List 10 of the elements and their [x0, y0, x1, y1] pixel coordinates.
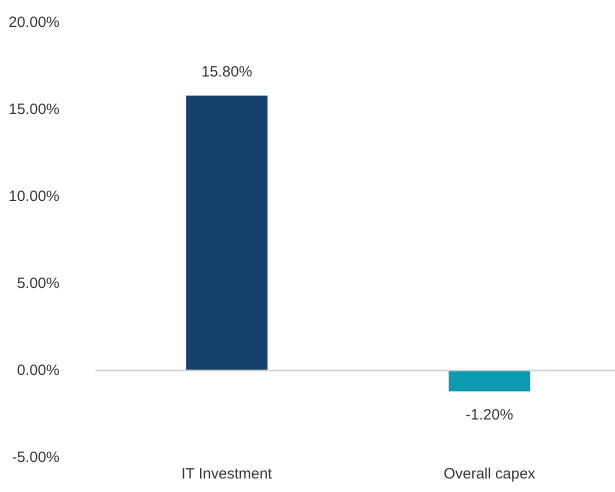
y-tick-label: 0.00%	[16, 362, 60, 379]
x-tick-label: Overall capex	[444, 466, 536, 482]
data-label: -1.20%	[466, 406, 514, 424]
y-tick-label: 5.00%	[16, 275, 60, 292]
y-tick-label: 10.00%	[8, 188, 60, 205]
x-tick-label: IT Investment	[181, 466, 273, 482]
y-tick-label: 20.00%	[8, 14, 60, 31]
data-label: 15.80%	[201, 63, 252, 80]
y-tick-label: -5.00%	[12, 449, 60, 466]
y-tick-label: 15.00%	[8, 101, 60, 118]
